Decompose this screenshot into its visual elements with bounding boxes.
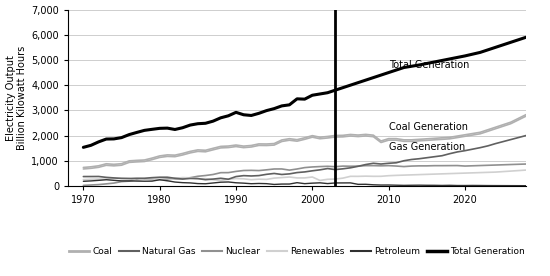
- Text: Coal Generation: Coal Generation: [389, 122, 468, 132]
- Legend: Coal, Natural Gas, Nuclear, Renewables, Petroleum, Total Generation: Coal, Natural Gas, Nuclear, Renewables, …: [65, 243, 529, 260]
- Y-axis label: Electricity Output
Billion Kilowatt Hours: Electricity Output Billion Kilowatt Hour…: [6, 46, 27, 150]
- Text: Total Generation: Total Generation: [389, 60, 469, 70]
- Text: Gas Generation: Gas Generation: [389, 142, 465, 152]
